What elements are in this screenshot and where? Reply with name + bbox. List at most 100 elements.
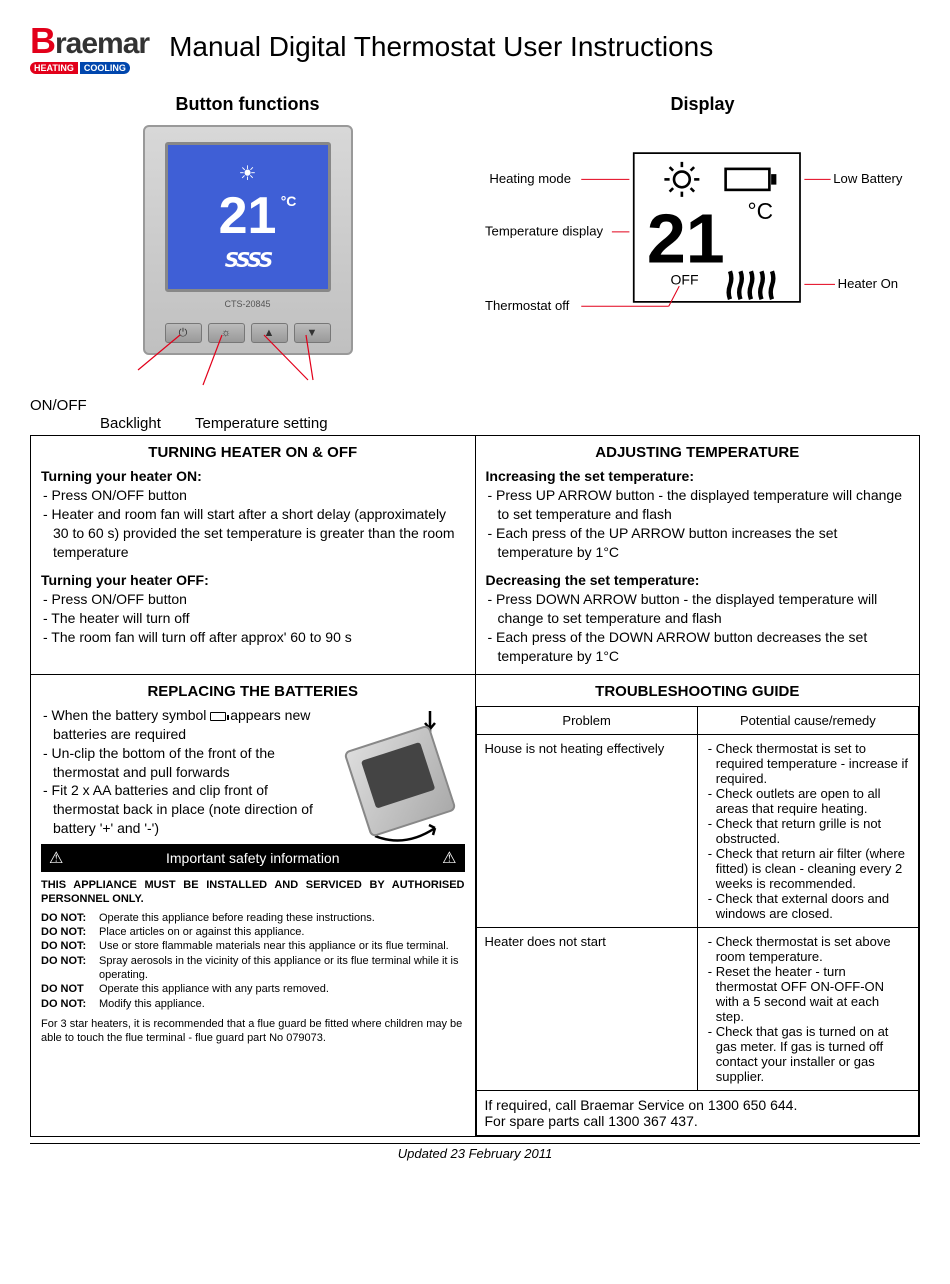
disp-off: OFF: [671, 271, 699, 287]
cl-temp-display: Temperature display: [485, 223, 603, 238]
dn-label: DO NOT:: [41, 939, 99, 953]
label-onoff: ON/OFF: [30, 397, 87, 414]
tr1-2: - Check outlets are open to all areas th…: [706, 786, 910, 816]
heat-waves-disp: [729, 271, 774, 299]
s3-1a: - When the battery symbol: [43, 707, 210, 723]
tr2-3: - Check that gas is turned on at gas met…: [706, 1024, 910, 1084]
dn-label: DO NOT: [41, 982, 99, 996]
s2-title: ADJUSTING TEMPERATURE: [486, 444, 910, 461]
safety-body: THIS APPLIANCE MUST BE INSTALLED AND SER…: [41, 878, 465, 1045]
brand-tagline: HEATING COOLING: [30, 62, 149, 74]
tag-cooling: COOLING: [80, 62, 130, 74]
cell-troubleshooting: TROUBLESHOOTING GUIDE Problem Potential …: [475, 674, 920, 1136]
temp-unit: °C: [281, 194, 297, 208]
dn-label: DO NOT:: [41, 997, 99, 1011]
s3-3: - Fit 2 x AA batteries and clip front of…: [41, 781, 325, 838]
warning-icon: ⚠: [49, 848, 63, 868]
dn6: Modify this appliance.: [99, 997, 205, 1011]
dn2: Place articles on or against this applia…: [99, 925, 304, 939]
buttons-diagram: Button functions ☀ 21 °C 𝙎𝙎𝙎𝙎 CTS-20845 …: [30, 94, 465, 425]
sun-icon-disp: [664, 162, 699, 197]
s1-on-2: - Heater and room fan will start after a…: [41, 505, 465, 562]
s3-1: - When the battery symbol appears new ba…: [41, 706, 325, 744]
s2-dec-head: Decreasing the set temperature:: [486, 571, 910, 590]
battery-icon-disp: [726, 169, 777, 190]
safety-caps: THIS APPLIANCE MUST BE INSTALLED AND SER…: [41, 878, 465, 907]
instruction-grid: TURNING HEATER ON & OFF Turning your hea…: [30, 435, 920, 1137]
tr1-remedy: - Check thermostat is set to required te…: [697, 734, 918, 927]
s1-off-2: - The heater will turn off: [41, 609, 465, 628]
page-footer: Updated 23 February 2011: [30, 1143, 920, 1161]
page-header: Braemar HEATING COOLING Manual Digital T…: [30, 20, 920, 74]
tag-heating: HEATING: [30, 62, 78, 74]
cl-heating-mode: Heating mode: [489, 171, 571, 186]
brand-logo: Braemar HEATING COOLING: [30, 20, 149, 74]
s1-on-head: Turning your heater ON:: [41, 467, 465, 486]
tr1-4: - Check that return air filter (where fi…: [706, 846, 910, 891]
sun-icon: ☀: [239, 161, 257, 186]
service1: If required, call Braemar Service on 130…: [485, 1097, 798, 1113]
trouble-table: Problem Potential cause/remedy House is …: [476, 706, 920, 1136]
tr1-3: - Check that return grille is not obstru…: [706, 816, 910, 846]
label-backlight: Backlight: [100, 415, 161, 432]
s3-2: - Un-clip the bottom of the front of the…: [41, 744, 325, 782]
tr2-remedy: - Check thermostat is set above room tem…: [697, 927, 918, 1090]
page-title: Manual Digital Thermostat User Instructi…: [169, 31, 713, 63]
cell-adjust-temp: ADJUSTING TEMPERATURE Increasing the set…: [475, 436, 920, 675]
s1-off-3: - The room fan will turn off after appro…: [41, 628, 465, 647]
dn-label: DO NOT:: [41, 954, 99, 983]
cl-therm-off: Thermostat off: [485, 298, 570, 313]
dn1: Operate this appliance before reading th…: [99, 911, 375, 925]
warning-icon: ⚠: [442, 848, 456, 868]
s2-dec-2: - Each press of the DOWN ARROW button de…: [486, 628, 910, 666]
cell-turning-heater: TURNING HEATER ON & OFF Turning your hea…: [31, 436, 476, 675]
s1-off-head: Turning your heater OFF:: [41, 571, 465, 590]
dn4: Spray aerosols in the vicinity of this a…: [99, 954, 465, 983]
th-remedy: Potential cause/remedy: [697, 706, 918, 734]
service-note: If required, call Braemar Service on 130…: [476, 1090, 919, 1135]
safety-bar: ⚠ Important safety information ⚠: [41, 844, 465, 872]
tr2-1: - Check thermostat is set above room tem…: [706, 934, 910, 964]
svg-text:°C: °C: [748, 198, 774, 224]
tr2-problem: Heater does not start: [476, 927, 697, 1090]
label-tempset: Temperature setting: [195, 415, 328, 432]
dn3: Use or store flammable materials near th…: [99, 939, 449, 953]
model-number: CTS-20845: [145, 299, 351, 309]
tr1-problem: House is not heating effectively: [476, 734, 697, 927]
cell-batteries-safety: REPLACING THE BATTERIES - When the batte…: [31, 674, 476, 1136]
cl-heater-on: Heater On: [838, 276, 898, 291]
s1-on-1: - Press ON/OFF button: [41, 486, 465, 505]
safety-foot: For 3 star heaters, it is recommended th…: [41, 1017, 465, 1046]
diagrams-row: Button functions ☀ 21 °C 𝙎𝙎𝙎𝙎 CTS-20845 …: [30, 94, 920, 425]
cl-low-batt: Low Battery: [833, 171, 903, 186]
safety-title: Important safety information: [166, 850, 340, 866]
lcd-temperature: 21 °C: [219, 190, 277, 242]
dn-label: DO NOT:: [41, 911, 99, 925]
th-problem: Problem: [476, 706, 697, 734]
brand-name: Braemar: [30, 20, 149, 62]
disp-temp: 21: [647, 200, 725, 278]
temp-value: 21: [219, 187, 277, 245]
buttons-title: Button functions: [30, 94, 465, 115]
tr1-1: - Check thermostat is set to required te…: [706, 741, 910, 786]
s2-inc-head: Increasing the set temperature:: [486, 467, 910, 486]
s4-title: TROUBLESHOOTING GUIDE: [476, 675, 920, 700]
display-svg: 21 °C OFF Heating mode Temperature displ…: [485, 125, 905, 365]
tr1-5: - Check that external doors and windows …: [706, 891, 910, 921]
service2: For spare parts call 1300 367 437.: [485, 1113, 698, 1129]
thermostat-image: ☀ 21 °C 𝙎𝙎𝙎𝙎 CTS-20845 ⏻ ☼ ▲ ▼: [143, 125, 353, 355]
battery-replace-image: [335, 706, 465, 836]
display-title: Display: [485, 94, 920, 115]
dn5: Operate this appliance with any parts re…: [99, 982, 329, 996]
s2-dec-1: - Press DOWN ARROW button - the displaye…: [486, 590, 910, 628]
lcd-screen: ☀ 21 °C 𝙎𝙎𝙎𝙎: [165, 142, 331, 292]
battery-inline-icon: [210, 712, 226, 721]
dn-label: DO NOT:: [41, 925, 99, 939]
display-diagram: Display 21 °C OFF: [485, 94, 920, 425]
heat-waves-icon: 𝙎𝙎𝙎𝙎: [225, 248, 271, 273]
s1-off-1: - Press ON/OFF button: [41, 590, 465, 609]
tr2-2: - Reset the heater - turn thermostat OFF…: [706, 964, 910, 1024]
s3-title: REPLACING THE BATTERIES: [41, 683, 465, 700]
s1-title: TURNING HEATER ON & OFF: [41, 444, 465, 461]
s2-inc-1: - Press UP ARROW button - the displayed …: [486, 486, 910, 524]
